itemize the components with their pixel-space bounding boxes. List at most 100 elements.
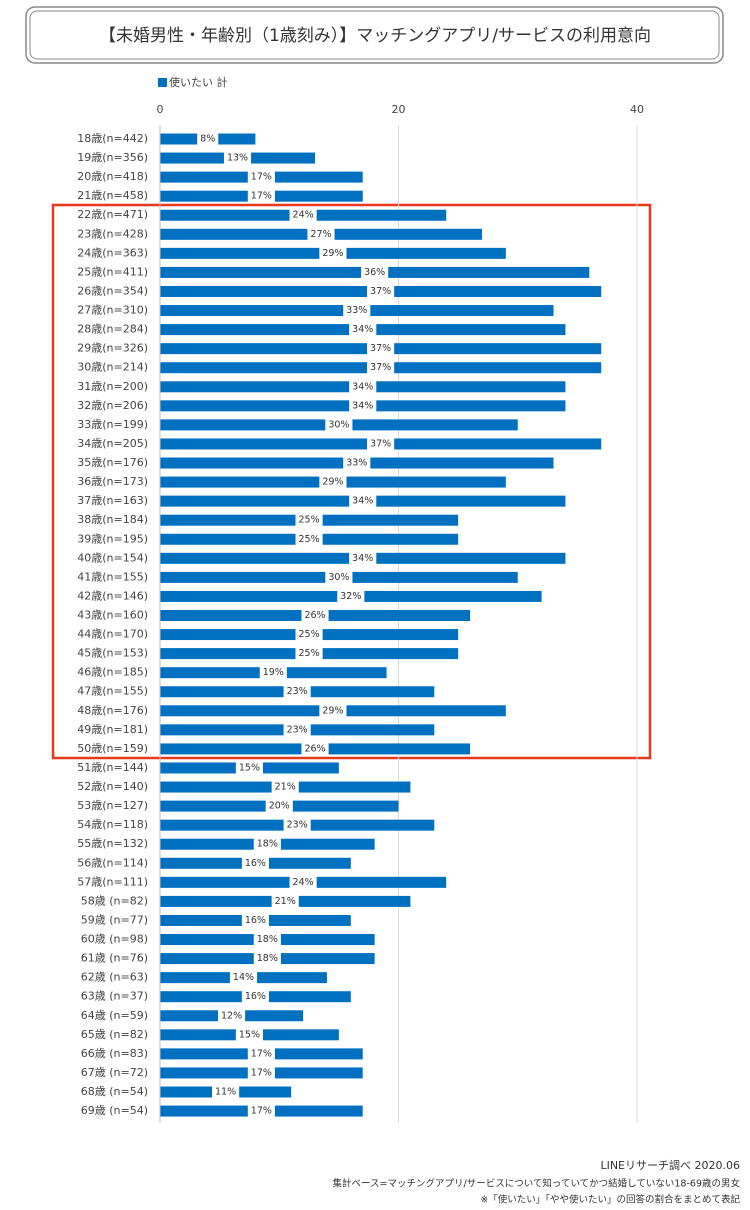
value-label: 12% — [221, 1010, 242, 1021]
value-label: 32% — [340, 591, 361, 602]
value-label: 30% — [328, 572, 349, 583]
value-label: 17% — [251, 1048, 272, 1059]
value-label: 27% — [310, 229, 331, 240]
y-tick-label: 34歳(n=205) — [77, 437, 148, 450]
y-tick-label: 59歳 (n=77) — [81, 913, 148, 926]
value-label: 30% — [328, 419, 349, 430]
y-tick-label: 29歳(n=326) — [77, 342, 148, 355]
y-tick-label: 31歳(n=200) — [77, 380, 148, 393]
y-tick-label: 19歳(n=356) — [77, 151, 148, 164]
value-label-bg — [283, 685, 311, 699]
value-label-bg — [319, 704, 347, 718]
value-label-bg — [295, 513, 323, 527]
value-label: 19% — [263, 667, 284, 678]
value-label: 25% — [299, 648, 320, 659]
y-tick-label: 36歳(n=173) — [77, 475, 148, 488]
value-label-bg — [212, 1085, 240, 1099]
y-tick-label: 51歳(n=144) — [77, 761, 148, 774]
value-label-bg — [197, 132, 219, 146]
value-label: 34% — [352, 381, 373, 392]
value-label-bg — [295, 628, 323, 642]
value-label-bg — [259, 666, 287, 680]
value-label: 17% — [251, 172, 272, 183]
y-tick-label: 37歳(n=163) — [77, 494, 148, 507]
y-tick-label: 64歳 (n=59) — [81, 1009, 148, 1022]
y-tick-label: 62歳 (n=63) — [81, 971, 148, 984]
value-label-bg — [229, 971, 258, 985]
y-tick-label: 53歳(n=127) — [77, 799, 148, 812]
value-label: 20% — [269, 801, 290, 812]
y-tick-label: 54歳(n=118) — [77, 818, 148, 831]
value-label: 15% — [239, 762, 260, 773]
value-label-bg — [253, 952, 281, 966]
value-label: 17% — [251, 1067, 272, 1078]
value-label: 23% — [287, 724, 308, 735]
value-label: 13% — [227, 153, 248, 164]
value-label: 18% — [257, 839, 278, 850]
value-label-bg — [295, 647, 323, 661]
y-tick-label: 30歳(n=214) — [77, 361, 148, 374]
value-label-bg — [247, 1066, 275, 1080]
y-tick-label: 38歳(n=184) — [77, 513, 148, 526]
highlight-box — [51, 203, 652, 760]
y-tick-label: 50歳(n=159) — [77, 742, 148, 755]
y-tick-label: 28歳(n=284) — [77, 323, 148, 336]
y-tick-label: 69歳 (n=54) — [81, 1104, 148, 1117]
value-label-bg — [283, 818, 311, 832]
y-tick-label: 44歳(n=170) — [77, 628, 148, 641]
value-label-bg — [295, 532, 323, 546]
value-label: 25% — [299, 534, 320, 545]
value-label: 25% — [299, 515, 320, 526]
y-tick-label: 32歳(n=206) — [77, 399, 148, 412]
title-frame — [25, 6, 724, 64]
x-tick-label: 0 — [157, 103, 164, 116]
value-label: 34% — [352, 553, 373, 564]
value-label: 33% — [346, 305, 367, 316]
value-label: 29% — [322, 477, 343, 488]
value-label-bg — [289, 875, 317, 889]
y-tick-label: 21歳(n=458) — [77, 189, 148, 202]
legend-label: 使いたい 計 — [169, 75, 228, 89]
value-label: 21% — [275, 896, 296, 907]
y-tick-label: 24歳(n=363) — [77, 246, 148, 259]
y-tick-label: 20歳(n=418) — [77, 170, 148, 183]
y-tick-label: 60歳 (n=98) — [81, 933, 148, 946]
y-tick-label: 52歳(n=140) — [77, 780, 148, 793]
value-label: 24% — [293, 210, 314, 221]
value-label-bg — [235, 761, 263, 775]
y-tick-label: 41歳(n=155) — [77, 570, 148, 583]
value-label: 14% — [233, 972, 254, 983]
y-tick-label: 27歳(n=310) — [77, 304, 148, 317]
y-tick-label: 57歳(n=111) — [77, 875, 148, 888]
value-label-bg — [247, 189, 275, 203]
value-label: 37% — [370, 362, 391, 373]
value-label: 15% — [239, 1029, 260, 1040]
x-tick-label: 20 — [392, 103, 406, 116]
value-label: 34% — [352, 400, 373, 411]
value-label: 37% — [370, 438, 391, 449]
value-label-bg — [253, 837, 281, 851]
value-label-bg — [283, 723, 311, 737]
y-tick-label: 61歳 (n=76) — [81, 952, 148, 965]
value-label-bg — [241, 913, 269, 927]
value-label-bg — [349, 380, 377, 394]
value-label: 29% — [322, 705, 343, 716]
y-tick-label: 65歳 (n=82) — [81, 1028, 148, 1041]
value-label: 16% — [245, 915, 266, 926]
value-label-bg — [271, 780, 299, 794]
value-label-bg — [343, 456, 371, 470]
value-label-bg — [253, 933, 281, 947]
value-label: 29% — [322, 248, 343, 259]
y-tick-label: 22歳(n=471) — [77, 208, 148, 221]
value-label-bg — [241, 990, 269, 1004]
value-label: 37% — [370, 286, 391, 297]
y-tick-label: 33歳(n=199) — [77, 418, 148, 431]
y-tick-label: 23歳(n=428) — [77, 227, 148, 240]
value-label-bg — [349, 551, 377, 565]
y-tick-label: 26歳(n=354) — [77, 284, 148, 297]
value-label: 33% — [346, 458, 367, 469]
value-label: 34% — [352, 496, 373, 507]
value-label-bg — [367, 342, 395, 356]
value-label-bg — [343, 304, 371, 318]
y-tick-label: 35歳(n=176) — [77, 456, 148, 469]
